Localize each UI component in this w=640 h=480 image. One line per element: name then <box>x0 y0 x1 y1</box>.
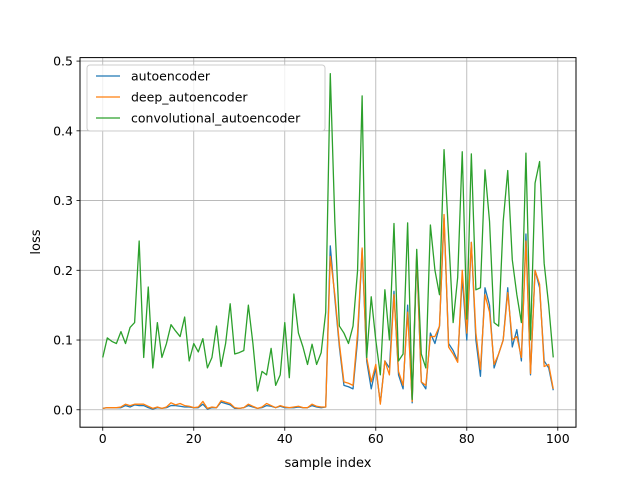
x-tick-label: 0 <box>99 431 107 446</box>
x-tick-label: 40 <box>277 431 293 446</box>
series-line-convolutional-autoencoder <box>102 72 554 400</box>
y-tick-label: 0.5 <box>53 54 73 69</box>
legend-label-autoencoder: autoencoder <box>131 69 211 84</box>
legend-box <box>86 64 326 132</box>
series-lines <box>102 72 554 410</box>
series-line-deep-autoencoder <box>102 213 554 410</box>
x-axis-ticks: 0 20 40 60 80 100 <box>99 427 570 446</box>
legend-label-convolutional-autoencoder: convolutional_autoencoder <box>131 111 301 126</box>
y-tick-label: 0.1 <box>53 333 73 348</box>
y-tick-label: 0.4 <box>53 123 73 138</box>
y-axis-label: loss <box>29 229 44 254</box>
x-tick-label: 60 <box>368 431 384 446</box>
y-tick-label: 0.3 <box>53 193 73 208</box>
plot-frame <box>79 57 577 428</box>
x-tick-label: 20 <box>186 431 202 446</box>
legend-label-deep-autoencoder: deep_autoencoder <box>131 90 248 105</box>
x-tick-label: 100 <box>546 431 570 446</box>
y-tick-label: 0.0 <box>53 402 73 417</box>
legend: autoencoder deep_autoencoder convolution… <box>86 64 326 132</box>
x-tick-label: 80 <box>459 431 475 446</box>
y-tick-label: 0.2 <box>53 263 73 278</box>
y-axis-ticks: 0.0 0.1 0.2 0.3 0.4 0.5 <box>53 54 80 417</box>
x-axis-label: sample index <box>285 456 372 471</box>
